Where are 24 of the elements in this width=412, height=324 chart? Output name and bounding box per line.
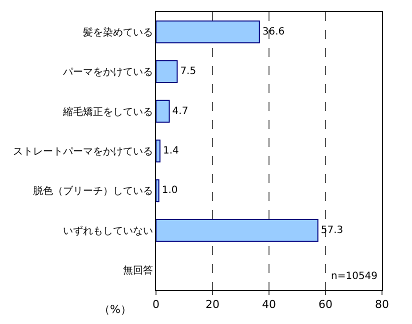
bar [156, 60, 178, 83]
y-tick-label: 髪を染めている [83, 26, 153, 38]
y-tick-label: 脱色（ブリーチ）している [33, 185, 153, 198]
x-tick-label: 80 [375, 298, 389, 312]
bar [156, 20, 260, 44]
x-tick-label: 60 [318, 298, 332, 312]
data-label: 1.0 [162, 185, 178, 196]
bar [156, 179, 160, 202]
y-tick-label: パーマをかけている [62, 67, 153, 78]
x-tick-label: 40 [262, 298, 276, 312]
y-tick-label: いずれもしていない [63, 224, 153, 237]
bar [156, 100, 170, 123]
x-tick-label: 0 [152, 298, 160, 312]
y-tick-label: 無回答 [123, 264, 153, 277]
annotation: n=10549 [331, 271, 378, 282]
x-axis-title: （%） [99, 303, 132, 316]
y-tick-label: ストレートパーマをかけている [13, 146, 153, 158]
data-label: 1.4 [162, 146, 179, 156]
data-label: 7.5 [180, 66, 196, 78]
data-label: 4.7 [172, 106, 188, 117]
bar [156, 219, 318, 242]
x-tick-label: 20 [206, 298, 220, 312]
bar [156, 140, 160, 162]
y-tick-label: 縮毛矯正をしている [62, 106, 153, 118]
